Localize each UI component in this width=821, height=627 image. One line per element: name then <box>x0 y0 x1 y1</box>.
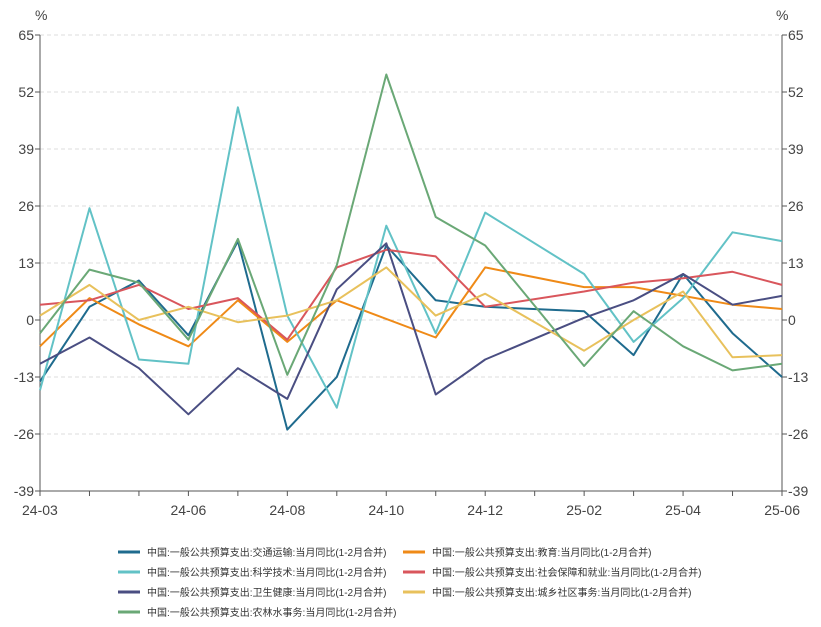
axes: 65 65 52 52 39 39 26 26 13 13 0 0 -13 -13 -26 -26 -39 -39… <box>14 27 809 518</box>
x-tick-label: 25-04 <box>665 502 701 518</box>
y-tick-label-left: 52 <box>18 84 34 100</box>
y-tick-label-left: -26 <box>14 426 34 442</box>
y-tick-label-right: 52 <box>788 84 804 100</box>
gridlines <box>40 34 782 435</box>
x-tick-label: 24-10 <box>368 502 404 518</box>
y-tick-label-left: -39 <box>14 483 34 499</box>
x-tick-label: 25-06 <box>764 502 800 518</box>
series-line <box>39 266 783 348</box>
series-line <box>39 266 783 359</box>
series-line <box>39 106 783 409</box>
y-tick-label-right: -39 <box>788 483 808 499</box>
y-tick-label-left: 0 <box>26 312 34 328</box>
y-tick-label-left: 39 <box>18 141 34 157</box>
legend-label: 中国:一般公共预算支出:社会保障和就业:当月同比(1-2月合并) <box>432 566 701 579</box>
legend-label: 中国:一般公共预算支出:城乡社区事务:当月同比(1-2月合并) <box>432 586 691 599</box>
x-tick-label: 25-02 <box>566 502 602 518</box>
x-tick-label: 24-12 <box>467 502 503 518</box>
legend-label: 中国:一般公共预算支出:交通运输:当月同比(1-2月合并) <box>147 546 386 559</box>
x-tick-label: 24-08 <box>269 502 305 518</box>
series-line <box>39 240 783 431</box>
y-tick-label-left: -13 <box>14 369 34 385</box>
y-tick-label-right: 65 <box>788 27 804 43</box>
right-axis-unit: % <box>776 7 788 23</box>
x-tick-label: 24-03 <box>22 502 58 518</box>
left-axis-unit: % <box>35 7 47 23</box>
y-tick-label-right: 0 <box>788 312 796 328</box>
legend-label: 中国:一般公共预算支出:教育:当月同比(1-2月合并) <box>432 546 651 559</box>
y-tick-label-right: -26 <box>788 426 808 442</box>
series-lines <box>39 73 783 431</box>
y-tick-label-left: 26 <box>18 198 34 214</box>
legend-label: 中国:一般公共预算支出:卫生健康:当月同比(1-2月合并) <box>147 586 386 599</box>
y-tick-label-right: 26 <box>788 198 804 214</box>
series-line <box>39 73 783 376</box>
legend: 中国:一般公共预算支出:交通运输:当月同比(1-2月合并) 中国:一般公共预算支出… <box>118 546 701 619</box>
y-tick-label-right: 39 <box>788 141 804 157</box>
series-line <box>39 248 783 341</box>
y-tick-label-left: 13 <box>18 255 34 271</box>
x-tick-label: 24-06 <box>170 502 206 518</box>
y-tick-label-right: -13 <box>788 369 808 385</box>
series-line <box>39 242 783 416</box>
legend-label: 中国:一般公共预算支出:科学技术:当月同比(1-2月合并) <box>147 566 386 579</box>
y-tick-label-left: 65 <box>18 27 34 43</box>
legend-label: 中国:一般公共预算支出:农林水事务:当月同比(1-2月合并) <box>147 606 396 619</box>
y-tick-label-right: 13 <box>788 255 804 271</box>
